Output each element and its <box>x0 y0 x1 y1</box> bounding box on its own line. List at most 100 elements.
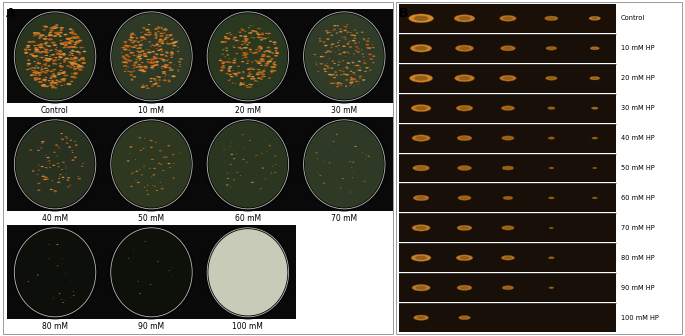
Ellipse shape <box>261 76 264 78</box>
Ellipse shape <box>59 73 62 74</box>
Ellipse shape <box>75 144 78 146</box>
Ellipse shape <box>259 78 262 79</box>
Ellipse shape <box>362 56 364 57</box>
Ellipse shape <box>249 140 251 141</box>
Ellipse shape <box>67 38 72 40</box>
Ellipse shape <box>40 69 44 70</box>
Ellipse shape <box>138 60 140 61</box>
Ellipse shape <box>305 121 384 208</box>
Ellipse shape <box>160 49 162 50</box>
Ellipse shape <box>57 32 60 33</box>
Ellipse shape <box>124 42 127 43</box>
Ellipse shape <box>122 56 126 58</box>
Ellipse shape <box>248 76 250 77</box>
Ellipse shape <box>82 163 84 164</box>
Ellipse shape <box>412 135 430 141</box>
Ellipse shape <box>166 60 168 61</box>
Ellipse shape <box>503 47 512 50</box>
Ellipse shape <box>53 77 57 78</box>
Ellipse shape <box>73 72 78 74</box>
Ellipse shape <box>164 38 167 40</box>
Ellipse shape <box>347 44 349 45</box>
Ellipse shape <box>71 55 74 56</box>
Ellipse shape <box>58 55 62 57</box>
Ellipse shape <box>221 41 225 43</box>
Ellipse shape <box>72 37 75 38</box>
Ellipse shape <box>65 75 68 76</box>
Ellipse shape <box>49 167 51 168</box>
Ellipse shape <box>58 178 60 179</box>
Ellipse shape <box>260 47 263 49</box>
Ellipse shape <box>301 9 388 103</box>
Ellipse shape <box>39 36 42 38</box>
Ellipse shape <box>46 178 49 180</box>
Ellipse shape <box>82 62 86 64</box>
Ellipse shape <box>123 58 127 59</box>
Ellipse shape <box>40 68 43 69</box>
Ellipse shape <box>136 66 139 68</box>
Ellipse shape <box>266 55 271 57</box>
Ellipse shape <box>160 43 164 44</box>
Ellipse shape <box>35 66 38 67</box>
Ellipse shape <box>249 74 252 75</box>
Ellipse shape <box>45 65 47 66</box>
Ellipse shape <box>263 51 266 52</box>
Ellipse shape <box>41 141 45 142</box>
Ellipse shape <box>244 56 248 58</box>
Ellipse shape <box>145 30 147 31</box>
Ellipse shape <box>37 62 39 63</box>
Ellipse shape <box>228 71 232 72</box>
Ellipse shape <box>336 134 338 135</box>
Text: 50 mM: 50 mM <box>138 214 164 223</box>
Ellipse shape <box>57 73 61 75</box>
Ellipse shape <box>456 45 473 51</box>
Text: 20 mM HP: 20 mM HP <box>621 75 654 81</box>
Ellipse shape <box>130 36 132 37</box>
Ellipse shape <box>159 35 164 37</box>
Ellipse shape <box>358 81 360 82</box>
Ellipse shape <box>24 48 27 50</box>
Ellipse shape <box>62 71 66 72</box>
Ellipse shape <box>137 54 140 55</box>
Ellipse shape <box>170 54 173 56</box>
Ellipse shape <box>153 61 158 63</box>
Ellipse shape <box>55 57 58 58</box>
Ellipse shape <box>68 40 73 42</box>
Ellipse shape <box>249 68 253 69</box>
Ellipse shape <box>45 176 48 178</box>
Ellipse shape <box>142 38 147 40</box>
Ellipse shape <box>340 54 342 55</box>
Ellipse shape <box>156 61 159 62</box>
Ellipse shape <box>161 28 162 29</box>
Ellipse shape <box>501 106 514 111</box>
Ellipse shape <box>229 164 232 165</box>
Ellipse shape <box>71 297 72 298</box>
Ellipse shape <box>359 76 362 77</box>
Ellipse shape <box>547 107 555 110</box>
Ellipse shape <box>258 60 260 61</box>
Ellipse shape <box>41 143 43 144</box>
Ellipse shape <box>332 60 334 62</box>
Ellipse shape <box>241 83 245 85</box>
Ellipse shape <box>12 117 98 211</box>
Ellipse shape <box>149 78 153 79</box>
Ellipse shape <box>133 76 136 78</box>
FancyBboxPatch shape <box>3 2 393 334</box>
Ellipse shape <box>138 41 140 42</box>
Text: 60 mM HP: 60 mM HP <box>621 195 654 201</box>
Ellipse shape <box>150 140 153 141</box>
Ellipse shape <box>172 267 173 268</box>
Ellipse shape <box>62 55 66 56</box>
Ellipse shape <box>325 52 327 53</box>
Ellipse shape <box>226 61 229 62</box>
Ellipse shape <box>139 293 141 294</box>
Ellipse shape <box>227 178 229 179</box>
Ellipse shape <box>147 194 149 195</box>
Ellipse shape <box>71 49 73 50</box>
Ellipse shape <box>169 34 173 36</box>
Ellipse shape <box>136 55 137 56</box>
Ellipse shape <box>229 66 232 68</box>
Ellipse shape <box>330 68 334 69</box>
Ellipse shape <box>58 166 60 167</box>
Ellipse shape <box>164 29 168 31</box>
